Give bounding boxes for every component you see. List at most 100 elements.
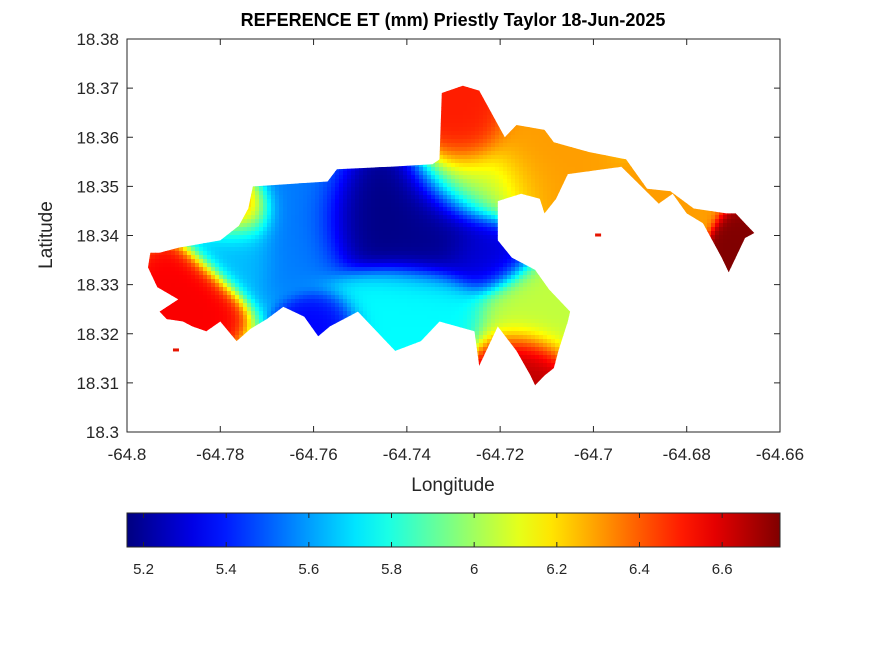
field-cell <box>319 319 324 324</box>
field-cell <box>291 295 296 300</box>
field-cell <box>267 311 272 316</box>
field-cell <box>275 251 280 256</box>
field-cell <box>275 271 280 276</box>
field-cell <box>271 279 276 284</box>
field-cell <box>155 251 160 256</box>
field-cell <box>187 315 192 320</box>
field-cell <box>155 271 160 276</box>
field-cell <box>227 247 232 252</box>
field-cell <box>227 275 232 280</box>
field-cell <box>223 255 228 260</box>
field-cell <box>299 311 304 316</box>
field-cell <box>275 227 280 232</box>
field-cell <box>303 191 308 196</box>
field-cell <box>195 275 200 280</box>
field-cell <box>211 295 216 300</box>
field-cell <box>191 319 196 324</box>
field-cell <box>191 315 196 320</box>
field-cell <box>175 291 180 296</box>
field-cell <box>195 287 200 292</box>
field-cell <box>207 319 212 324</box>
field-cell <box>319 255 324 260</box>
field-cell <box>207 315 212 320</box>
field-cell <box>295 295 300 300</box>
field-cell <box>215 247 220 252</box>
field-cell <box>307 299 312 304</box>
field-cell <box>263 307 268 312</box>
field-cell <box>267 259 272 264</box>
field-cell <box>307 291 312 296</box>
field-cell <box>259 203 264 208</box>
field-cell <box>315 283 320 288</box>
field-cell <box>283 283 288 288</box>
field-cell <box>319 211 324 216</box>
field-cell <box>215 307 220 312</box>
field-cell <box>295 215 300 220</box>
field-cell <box>303 299 308 304</box>
field-cell <box>303 283 308 288</box>
field-cell <box>275 303 280 308</box>
field-cell <box>175 255 180 260</box>
field-cell <box>275 203 280 208</box>
field-cell <box>247 259 252 264</box>
field-cell <box>323 259 328 264</box>
field-cell <box>227 271 232 276</box>
field-cell <box>219 243 224 248</box>
field-cell <box>291 279 296 284</box>
field-cell <box>303 263 308 268</box>
field-cell <box>199 251 204 256</box>
field-cell <box>323 295 328 300</box>
field-cell <box>183 271 188 276</box>
field-cell <box>323 187 328 192</box>
field-cell <box>199 319 204 324</box>
field-cell <box>155 259 160 264</box>
field-cell <box>171 307 176 312</box>
field-cell <box>159 271 164 276</box>
field-cell <box>159 263 164 268</box>
field-cell <box>323 319 328 324</box>
field-cell <box>211 251 216 256</box>
field-cell <box>323 255 328 260</box>
field-cell <box>159 275 164 280</box>
field-cell <box>259 295 264 300</box>
field-cell <box>275 239 280 244</box>
field-cell <box>203 287 208 292</box>
field-cell <box>223 323 228 328</box>
field-cell <box>271 203 276 208</box>
field-cell <box>291 199 296 204</box>
field-cell <box>171 247 176 252</box>
field-cell <box>307 231 312 236</box>
field-cell <box>279 183 284 188</box>
field-cell <box>267 267 272 272</box>
field-cell <box>307 211 312 216</box>
field-cell <box>219 295 224 300</box>
field-cell <box>275 259 280 264</box>
field-cell <box>183 287 188 292</box>
field-cell <box>171 311 176 316</box>
field-cell <box>271 255 276 260</box>
field-cell <box>263 187 268 192</box>
field-cell <box>287 267 292 272</box>
field-cell <box>183 303 188 308</box>
field-cell <box>291 243 296 248</box>
field-cell <box>259 239 264 244</box>
field-cell <box>259 227 264 232</box>
field-cell <box>227 267 232 272</box>
field-cell <box>195 299 200 304</box>
field-cell <box>319 311 324 316</box>
field-cell <box>235 327 240 332</box>
field-cell <box>303 203 308 208</box>
field-cell <box>175 263 180 268</box>
field-cell <box>267 219 272 224</box>
field-cell <box>227 243 232 248</box>
field-cell <box>279 267 284 272</box>
field-cell <box>231 327 236 332</box>
field-cell <box>243 247 248 252</box>
field-cell <box>215 263 220 268</box>
field-cell <box>163 315 168 320</box>
field-cell <box>223 239 228 244</box>
field-cell <box>155 283 160 288</box>
field-cell <box>291 287 296 292</box>
field-cell <box>259 219 264 224</box>
field-cell <box>315 239 320 244</box>
